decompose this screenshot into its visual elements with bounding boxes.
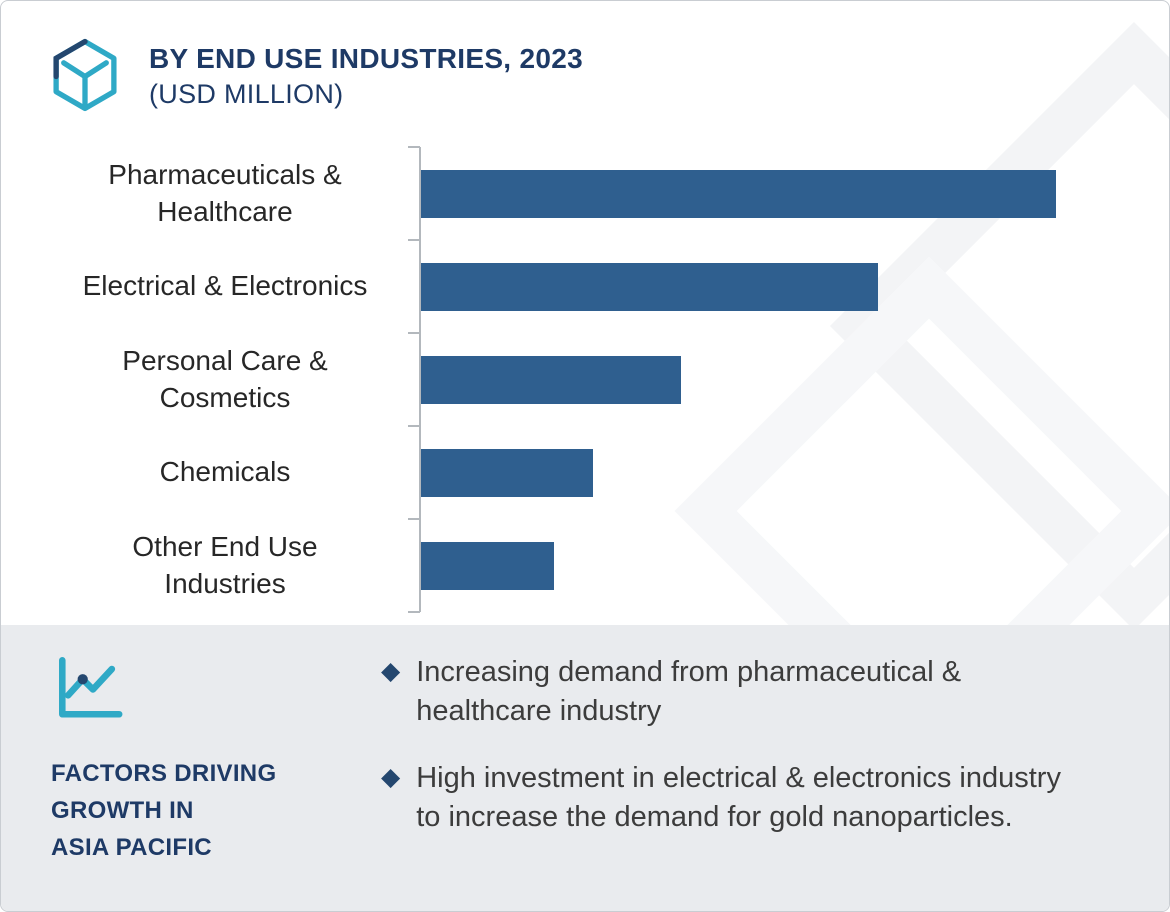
chart-header: BY END USE INDUSTRIES, 2023 (USD MILLION…	[47, 37, 583, 113]
chart-title: BY END USE INDUSTRIES, 2023	[149, 43, 583, 74]
chart-row: Personal Care & Cosmetics	[47, 332, 1107, 426]
factors-panel: FACTORS DRIVING GROWTH IN ASIA PACIFIC ◆…	[1, 625, 1169, 911]
bar-track	[408, 425, 1107, 519]
bar-track	[408, 518, 1107, 613]
title-block: BY END USE INDUSTRIES, 2023 (USD MILLION…	[149, 37, 583, 110]
category-label: Personal Care & Cosmetics	[122, 344, 328, 413]
category-label: Other End Use Industries	[132, 530, 318, 599]
category-label: Electrical & Electronics	[82, 270, 368, 302]
bar	[421, 541, 555, 590]
chart-row: Pharmaceuticals & Healthcare	[47, 146, 1107, 240]
chart-subtitle: (USD MILLION)	[149, 79, 344, 109]
bar	[421, 448, 593, 497]
chart-row: Electrical & Electronics	[47, 239, 1107, 333]
bullet-text: Increasing demand from pharmaceutical & …	[416, 656, 962, 727]
bar	[421, 169, 1057, 218]
factors-heading-line: ASIA PACIFIC	[51, 834, 212, 862]
factors-heading: FACTORS DRIVING GROWTH IN ASIA PACIFIC	[51, 755, 351, 867]
factors-heading-line: GROWTH IN	[51, 797, 194, 825]
bar-track	[408, 239, 1107, 333]
chart-row: Chemicals	[47, 425, 1107, 519]
hexagon-logo-icon	[53, 38, 117, 112]
diamond-bullet-icon: ◆	[381, 657, 401, 685]
factors-heading-line: FACTORS DRIVING	[51, 760, 277, 787]
diamond-bullet-icon: ◆	[381, 762, 401, 791]
chart-row: Other End Use Industries	[47, 518, 1107, 613]
bar-track	[408, 332, 1107, 426]
factors-bullet-list: ◆ Increasing demand from pharmaceutical …	[381, 651, 1086, 891]
category-label: Chemicals	[159, 456, 291, 488]
factors-left-column: FACTORS DRIVING GROWTH IN ASIA PACIFIC	[51, 651, 351, 891]
list-item: ◆ High investment in electrical & electr…	[381, 759, 1086, 837]
list-item: ◆ Increasing demand from pharmaceutical …	[381, 653, 1086, 731]
bar	[421, 355, 682, 404]
bar-chart: Pharmaceuticals & Healthcare Electrical & …	[47, 146, 1107, 613]
growth-line-chart-icon	[59, 657, 123, 718]
bullet-text: High investment in electrical & electron…	[416, 761, 1061, 833]
bar-track	[408, 146, 1107, 240]
category-label: Pharmaceuticals & Healthcare	[108, 158, 342, 227]
bar	[421, 262, 879, 311]
